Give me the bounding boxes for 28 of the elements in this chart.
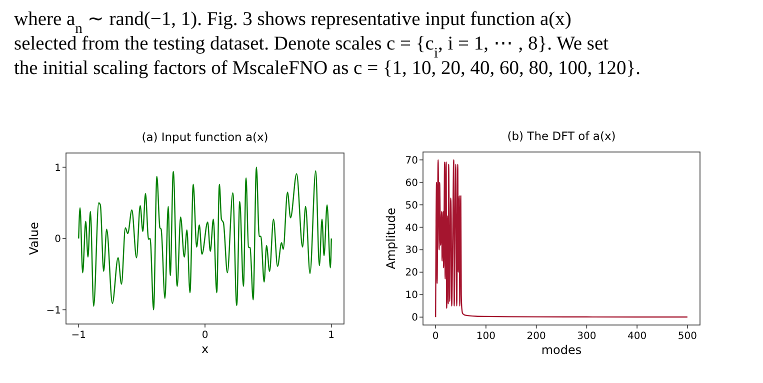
y-tick-label: −1 (46, 305, 61, 316)
line-series (78, 166, 332, 310)
x-tick-label: 200 (526, 331, 546, 342)
x-tick-label: 300 (577, 331, 596, 342)
y-tick-label: 30 (405, 245, 418, 256)
y-axis-title: Value (27, 222, 41, 255)
y-tick-label: 0 (412, 312, 418, 324)
y-tick-label: 60 (405, 178, 418, 189)
x-tick-label: 100 (476, 331, 496, 342)
x-tick-label: 0 (432, 331, 439, 342)
y-tick-label: 10 (405, 290, 418, 302)
x-tick-label: 400 (628, 331, 647, 342)
x-axis-title: x (201, 342, 209, 356)
x-tick-label: 0 (202, 330, 208, 341)
x-axis-title: modes (541, 343, 582, 357)
x-tick-label: −1 (71, 330, 86, 341)
y-tick-label: 50 (405, 200, 418, 212)
y-axis-title: Amplitude (384, 208, 398, 270)
y-tick-label: 0 (54, 234, 61, 245)
chart-title: (b) The DFT of a(x) (507, 129, 616, 143)
x-tick-label: 500 (678, 331, 697, 342)
y-tick-label: 1 (54, 162, 61, 174)
y-tick-label: 70 (405, 155, 418, 166)
y-tick-label: 40 (405, 222, 418, 234)
line-series (434, 159, 688, 318)
chart-title: (a) Input function a(x) (142, 130, 268, 144)
y-tick-label: 20 (405, 268, 418, 279)
x-tick-label: 1 (328, 330, 335, 341)
